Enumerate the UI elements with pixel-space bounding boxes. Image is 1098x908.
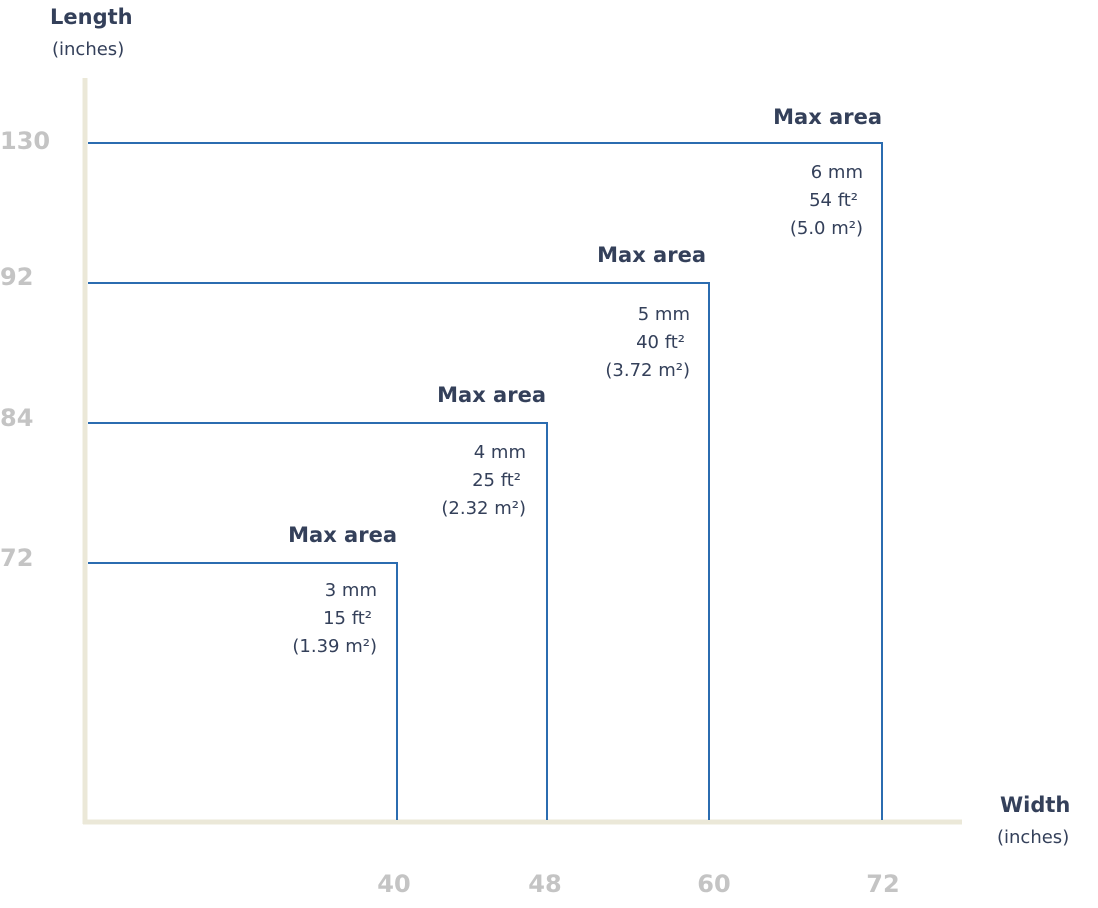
x-axis-unit: (inches) <box>997 827 1069 848</box>
y-tick-label: 72 <box>0 544 33 572</box>
area-label-title: Max area <box>597 243 706 267</box>
x-tick-label: 48 <box>528 870 561 898</box>
area-m: (3.72 m²) <box>605 360 690 381</box>
x-tick-label: 60 <box>697 870 730 898</box>
area-outline-3mm <box>88 562 398 820</box>
area-thickness: 6 mm <box>811 162 863 183</box>
y-axis-title: Length <box>50 5 133 29</box>
x-axis-title: Width <box>1000 793 1070 817</box>
area-ft: 54 ft² <box>809 190 858 211</box>
x-tick-label: 72 <box>866 870 899 898</box>
area-label-title: Max area <box>773 105 882 129</box>
area-ft: 15 ft² <box>323 608 372 629</box>
y-tick-label: 92 <box>0 263 33 291</box>
area-m: (5.0 m²) <box>790 218 863 239</box>
x-tick-label: 40 <box>377 870 410 898</box>
area-thickness: 3 mm <box>325 580 377 601</box>
area-outline-4mm <box>88 422 548 820</box>
y-axis-unit: (inches) <box>52 39 124 60</box>
area-thickness: 4 mm <box>474 442 526 463</box>
area-outline-6mm <box>88 142 883 820</box>
area-label-title: Max area <box>437 383 546 407</box>
y-tick-label: 84 <box>0 404 33 432</box>
area-ft: 25 ft² <box>472 470 521 491</box>
area-m: (2.32 m²) <box>441 498 526 519</box>
area-label-title: Max area <box>288 523 397 547</box>
y-tick-label: 130 <box>0 127 50 155</box>
area-outline-5mm <box>88 282 710 820</box>
area-ft: 40 ft² <box>636 332 685 353</box>
area-thickness: 5 mm <box>638 304 690 325</box>
area-m: (1.39 m²) <box>292 636 377 657</box>
